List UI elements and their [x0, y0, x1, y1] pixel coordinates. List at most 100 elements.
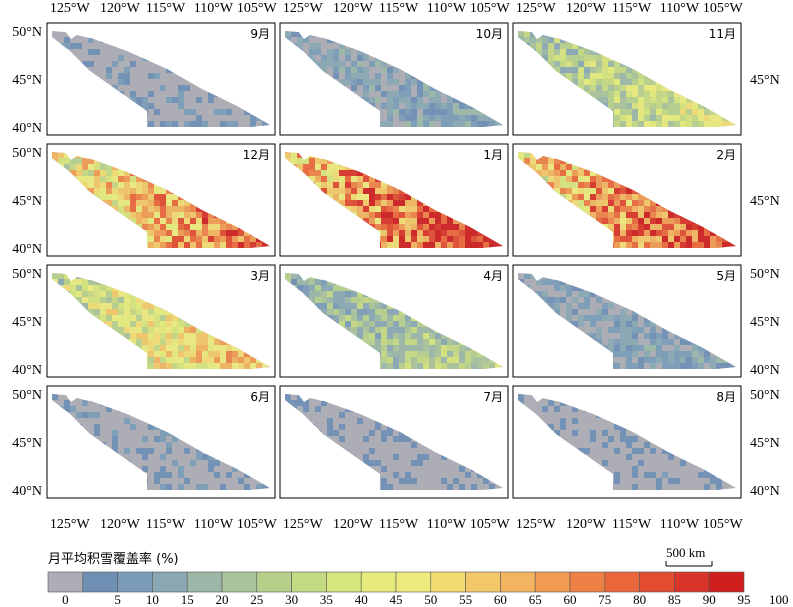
longitude-tick: 105°W	[703, 1, 744, 16]
longitude-tick: 110°W	[427, 517, 467, 532]
month-label: 11月	[709, 27, 736, 41]
latitude-tick: 40°N	[12, 121, 42, 136]
latitude-tick: 40°N	[12, 363, 42, 378]
legend-tick: 90	[703, 592, 716, 607]
water-body	[65, 29, 99, 39]
latitude-tick: 50°N	[12, 25, 42, 40]
latitude-tick: 45°N	[12, 194, 42, 209]
longitude-tick: 110°W	[194, 517, 234, 532]
legend-swatch	[674, 571, 710, 593]
legend-tick: 15	[181, 592, 194, 607]
map-panel: 5月	[512, 264, 742, 378]
legend-tick: 85	[668, 592, 681, 607]
legend-title: 月平均积雪覆盖率 (%)	[48, 552, 179, 567]
legend-tick: 20	[216, 592, 229, 607]
latitude-tick: 45°N	[12, 73, 42, 88]
legend-swatch	[291, 571, 327, 593]
right-latitude-ticks: 45°N 45°N 50°N 45°N 40°N 50°N 45°N 40°N	[750, 73, 780, 499]
longitude-tick: 125°W	[50, 517, 91, 532]
legend-tick: 60	[564, 592, 577, 607]
latitude-tick: 40°N	[12, 242, 42, 257]
legend-tick: 35	[320, 592, 333, 607]
legend-swatch	[256, 571, 292, 593]
longitude-tick: 115°W	[379, 1, 419, 16]
legend-tick: 75	[598, 592, 611, 607]
longitude-tick: 115°W	[379, 517, 419, 532]
month-label: 6月	[250, 390, 270, 404]
map-panel: 1月	[279, 143, 509, 257]
legend-tick: 0	[62, 592, 69, 607]
water-body	[65, 150, 99, 160]
longitude-tick: 125°W	[516, 1, 557, 16]
legend-swatch	[395, 571, 432, 593]
legend-tick: 25	[250, 592, 263, 607]
latitude-tick: 45°N	[750, 73, 780, 88]
longitude-tick: 115°W	[146, 517, 186, 532]
month-label: 4月	[483, 269, 503, 283]
month-label: 9月	[250, 27, 270, 41]
longitude-tick: 115°W	[612, 517, 652, 532]
latitude-tick: 45°N	[12, 436, 42, 451]
legend-swatch	[186, 571, 223, 593]
longitude-tick: 105°W	[470, 517, 511, 532]
latitude-tick: 45°N	[750, 436, 780, 451]
legend-tick: 50	[424, 592, 437, 607]
longitude-tick: 120°W	[100, 517, 141, 532]
water-body	[531, 150, 565, 160]
legend-tick: 60	[494, 592, 507, 607]
legend-swatch	[465, 571, 501, 593]
legend-tick: 5	[114, 592, 121, 607]
longitude-tick: 120°W	[100, 1, 141, 16]
longitude-tick: 125°W	[283, 1, 324, 16]
water-body	[298, 150, 332, 160]
map-panel: 12月	[46, 143, 276, 257]
latitude-tick: 50°N	[12, 267, 42, 282]
map-panel: 2月	[512, 143, 742, 257]
map-panel: 7月	[279, 385, 509, 499]
longitude-tick: 125°W	[516, 517, 557, 532]
water-body	[531, 29, 565, 39]
latitude-tick: 40°N	[12, 484, 42, 499]
longitude-tick: 120°W	[333, 1, 374, 16]
longitude-tick: 105°W	[703, 517, 744, 532]
legend-tick: 55	[459, 592, 472, 607]
legend-swatch	[708, 571, 745, 593]
longitude-tick: 110°W	[427, 1, 467, 16]
legend-swatch	[604, 571, 640, 593]
latitude-tick: 40°N	[750, 484, 780, 499]
color-legend	[47, 571, 745, 593]
month-label: 8月	[716, 390, 736, 404]
map-panel: 6月	[46, 385, 276, 499]
legend-tick: 65	[529, 592, 542, 607]
month-label: 7月	[483, 390, 503, 404]
longitude-tick: 105°W	[470, 1, 511, 16]
map-panel: 8月	[512, 385, 742, 499]
longitude-tick: 120°W	[333, 517, 374, 532]
latitude-tick: 45°N	[750, 315, 780, 330]
month-label: 2月	[716, 148, 736, 162]
legend-swatch	[117, 571, 153, 593]
water-body	[65, 392, 99, 402]
water-body	[298, 271, 332, 281]
legend-tick: 45	[390, 592, 403, 607]
water-body	[298, 29, 332, 39]
legend-swatch	[360, 571, 397, 593]
longitude-tick: 115°W	[146, 1, 186, 16]
latitude-tick: 50°N	[750, 388, 780, 403]
longitude-tick: 110°W	[660, 1, 700, 16]
legend-tick: 10	[146, 592, 159, 607]
scale-bar-label: 500 km	[666, 545, 706, 560]
legend-swatch	[639, 571, 675, 593]
legend-swatch	[47, 571, 84, 593]
water-body	[531, 392, 565, 402]
legend-swatch	[430, 571, 466, 593]
water-body	[65, 271, 99, 281]
longitude-tick: 125°W	[50, 1, 91, 16]
scale-bar	[665, 561, 713, 567]
left-latitude-ticks: 50°N 45°N 40°N 50°N 45°N 40°N 50°N 45°N 40°N 50°N…	[12, 25, 42, 499]
legend-swatch	[326, 571, 362, 593]
legend-swatch	[221, 571, 258, 593]
legend-tick: 80	[633, 592, 646, 607]
map-panel: 11月	[512, 22, 742, 136]
water-body	[298, 392, 332, 402]
